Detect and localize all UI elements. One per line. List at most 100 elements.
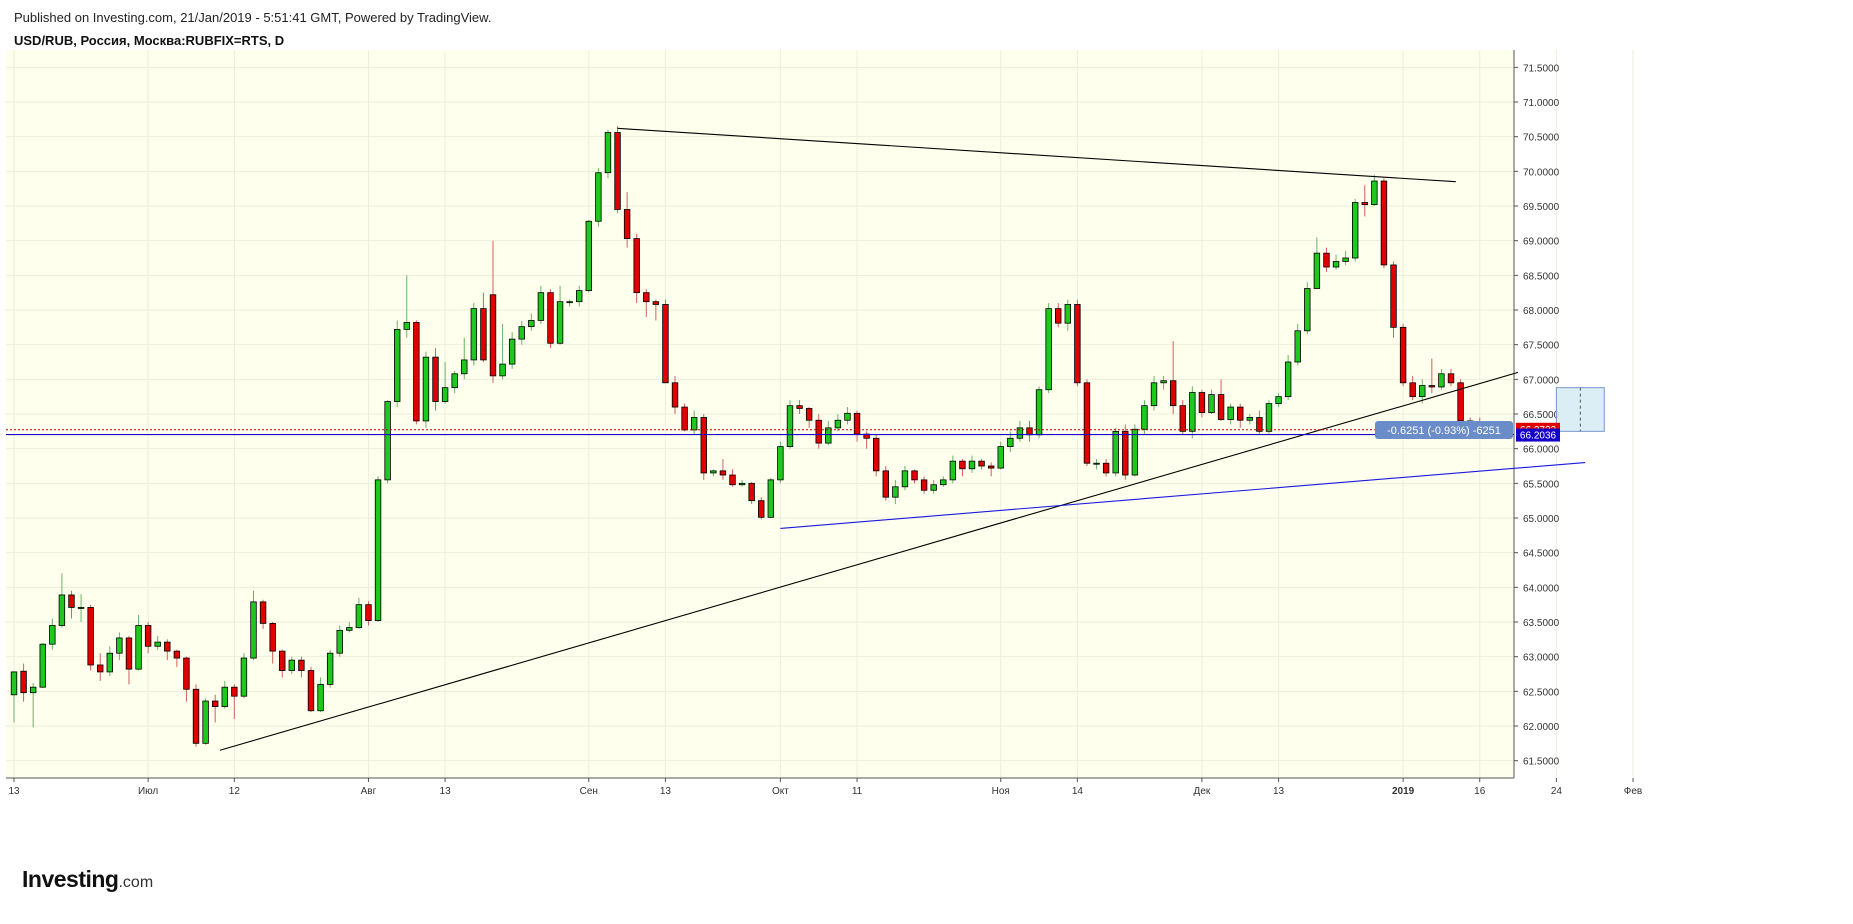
candle-body: [144, 625, 152, 647]
candle: [681, 403, 688, 432]
candle: [1323, 247, 1330, 272]
candle: [1361, 185, 1368, 217]
candle-body: [250, 601, 257, 659]
candle: [1208, 389, 1215, 414]
x-tick-label: 2019: [1392, 786, 1415, 797]
candle-body: [77, 607, 85, 609]
candle-body: [767, 479, 775, 518]
candle: [1294, 323, 1301, 366]
candle-body: [403, 322, 410, 330]
candle-body: [1141, 405, 1148, 430]
candle: [978, 459, 985, 470]
candle: [844, 407, 851, 425]
candle: [1352, 199, 1359, 262]
candle-body: [614, 132, 621, 210]
candle: [614, 126, 621, 213]
candle: [576, 285, 583, 307]
candle-body: [1217, 394, 1225, 420]
candle: [1045, 303, 1052, 394]
candle-body: [595, 172, 602, 222]
candle: [1256, 410, 1263, 435]
candle: [873, 434, 880, 477]
candle-body: [853, 412, 861, 435]
candle: [1409, 375, 1416, 401]
candle-body: [298, 659, 305, 671]
candle: [1198, 389, 1206, 418]
candle-body: [1304, 288, 1311, 332]
candle-body: [1265, 403, 1273, 432]
candle: [920, 476, 928, 494]
candle: [326, 649, 334, 688]
candle-body: [556, 301, 564, 344]
candle: [259, 599, 267, 629]
candle: [346, 622, 353, 633]
candle: [279, 649, 286, 678]
x-tick-label: 12: [229, 786, 241, 797]
candle: [1399, 323, 1407, 387]
y-tick-label: 63.0000: [1523, 653, 1560, 664]
candle-body: [221, 686, 228, 707]
candle-body: [231, 686, 238, 697]
candle: [767, 477, 775, 518]
candle-body: [1198, 392, 1206, 414]
x-tick-label: Дек: [1194, 786, 1211, 797]
candle-body: [834, 419, 842, 429]
candle-body: [499, 363, 506, 377]
candle: [1342, 251, 1349, 265]
y-tick-label: 66.0000: [1523, 445, 1560, 456]
candle: [393, 320, 401, 408]
candle-body: [748, 482, 755, 502]
x-tick-label: Сен: [580, 786, 598, 797]
candle-body: [1035, 389, 1043, 436]
candle: [815, 414, 822, 449]
candle-body: [39, 643, 46, 688]
candle-body: [154, 641, 161, 647]
candle-body: [365, 604, 372, 622]
candle: [1380, 178, 1388, 269]
candle: [135, 615, 142, 671]
candle: [470, 303, 478, 366]
candle-body: [576, 290, 583, 303]
candle: [662, 299, 669, 384]
x-tick-label: 13: [660, 786, 672, 797]
candle: [39, 642, 46, 688]
candle: [68, 590, 75, 619]
candle: [1265, 400, 1273, 435]
candle-body: [202, 700, 209, 744]
y-tick-label: 68.0000: [1523, 306, 1560, 317]
candle: [77, 594, 85, 622]
candle: [489, 240, 497, 383]
candle-body: [1428, 385, 1436, 388]
y-tick-label: 71.5000: [1523, 63, 1560, 74]
candle: [882, 466, 889, 501]
candle: [1035, 386, 1043, 439]
candle-body: [384, 401, 391, 481]
y-tick-label: 62.5000: [1523, 687, 1560, 698]
candle: [786, 400, 794, 449]
candle-body: [1399, 326, 1407, 384]
y-tick-label: 70.5000: [1523, 133, 1560, 144]
x-tick-label: 24: [1551, 786, 1563, 797]
candle: [125, 635, 133, 685]
candle: [643, 289, 650, 317]
candle-body: [671, 382, 679, 408]
candle: [1217, 379, 1225, 421]
candle: [911, 469, 918, 484]
candle-body: [547, 292, 554, 344]
candle: [480, 292, 487, 362]
candle-body: [758, 500, 765, 518]
candle-body: [508, 338, 516, 365]
candle-body: [1160, 380, 1167, 384]
candle: [144, 622, 152, 654]
candle: [987, 462, 995, 477]
candle-body: [566, 301, 573, 304]
x-tick-label: 13: [440, 786, 452, 797]
candle: [1237, 403, 1244, 428]
candle-body: [623, 209, 631, 239]
candle-body: [422, 356, 430, 422]
candle-body: [844, 412, 851, 421]
candle-body: [106, 652, 113, 673]
candle: [403, 275, 410, 338]
candle-body: [777, 446, 784, 481]
